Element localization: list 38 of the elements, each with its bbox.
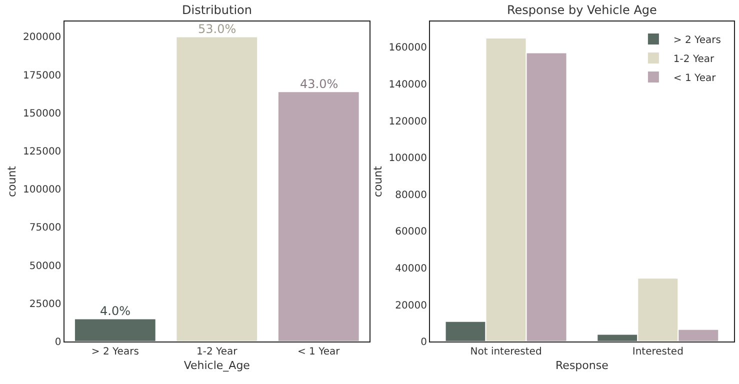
chart-title: Response by Vehicle Age — [507, 3, 657, 17]
y-tick-label: 200000 — [23, 32, 62, 44]
chart-title: Distribution — [182, 3, 252, 17]
y-tick-label: 20000 — [395, 300, 427, 312]
y-tick-label: 100000 — [388, 153, 427, 164]
y-tick-label: 40000 — [395, 263, 427, 274]
legend-label: 1-2 Year — [673, 54, 716, 65]
y-tick-label: 0 — [420, 337, 427, 348]
x-axis-title: Vehicle_Age — [184, 358, 250, 372]
x-tick-label: Not interested — [470, 346, 542, 358]
annotation: 53.0% — [198, 22, 236, 36]
y-tick-label: 80000 — [395, 190, 427, 201]
y-tick-label: 0 — [54, 337, 62, 348]
x-tick-label: > 2 Years — [91, 346, 139, 358]
legend-label: < 1 Year — [673, 72, 717, 84]
y-tick-label: 120000 — [388, 116, 427, 128]
y-tick-label: 75000 — [29, 222, 62, 234]
y-tick-label: 160000 — [388, 42, 427, 54]
x-tick-label: 1-2 Year — [196, 346, 238, 358]
y-axis-title: count — [371, 165, 384, 198]
bar — [176, 36, 258, 342]
y-tick-label: 175000 — [23, 70, 62, 82]
y-tick-label: 125000 — [23, 146, 62, 158]
x-tick-label: Interested — [632, 346, 684, 358]
y-tick-label: 60000 — [395, 226, 427, 238]
annotation: 4.0% — [100, 304, 130, 318]
y-tick-label: 150000 — [23, 108, 62, 120]
legend-label: > 2 Years — [673, 34, 721, 46]
y-tick-label: 100000 — [23, 184, 62, 196]
annotation: 43.0% — [300, 77, 338, 91]
y-tick-label: 25000 — [29, 298, 62, 310]
x-tick-label: < 1 Year — [297, 346, 341, 358]
x-axis-title: Response — [556, 358, 609, 372]
y-axis-title: count — [6, 165, 19, 198]
bar — [277, 91, 360, 342]
y-tick-label: 140000 — [388, 80, 427, 91]
bar — [74, 318, 156, 342]
y-tick-label: 50000 — [29, 260, 62, 272]
